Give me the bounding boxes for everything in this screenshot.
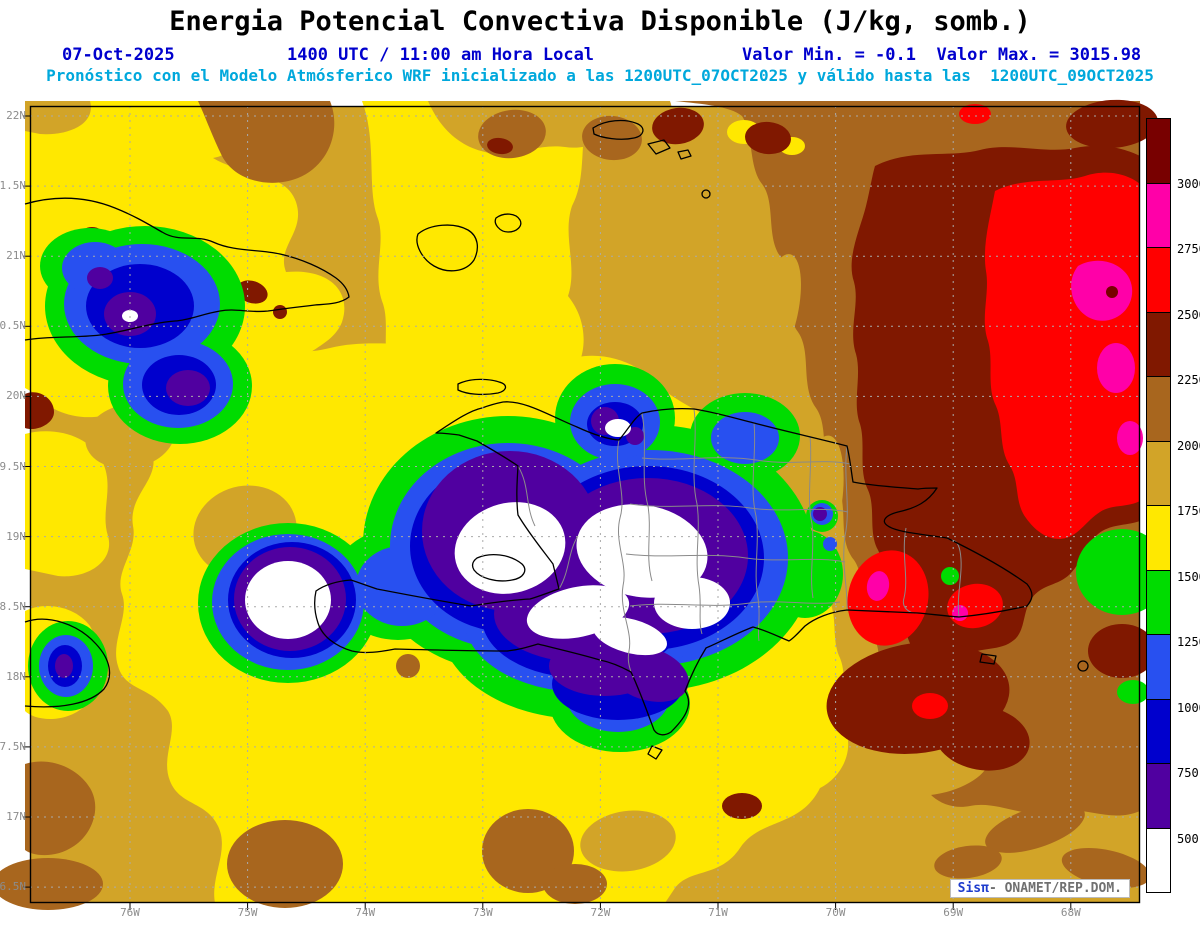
colorbar-segment-cape-1000-1250 [1146,634,1171,700]
map-area: Sisπ- ONAMET/REP.DOM. [0,99,1168,910]
header-date: 07-Oct-2025 [62,45,175,65]
lat-label: 8.5N [0,599,26,613]
lat-label: 17N [6,810,26,823]
turks-islet [677,149,692,160]
colorbar-tick-label: 500 [1177,831,1199,846]
colorbar-tick-label: 2250 [1177,373,1200,387]
caicos-islet [647,139,671,155]
colorbar-tick-label: 2750 [1177,242,1200,256]
header-min-max: Valor Min. = -0.1 Valor Max. = 3015.98 [742,45,1142,65]
tortue-island [457,378,507,396]
colorbar-tick-label: 1000 [1177,700,1200,715]
lon-label: 74W [355,906,376,919]
colorbar-segment-cape-lt-500 [1146,827,1171,893]
colorbar-segment-cape-2000-2250 [1146,376,1171,442]
beata-island [647,745,663,760]
colorbar-segment-cape-2250-2500 [1146,311,1171,377]
colorbar-segment-cape-2500-2750 [1146,247,1171,313]
lat-label: 19N [6,529,26,543]
turks-island [701,189,711,199]
lon-label: 68W [1060,906,1081,919]
lat-label: 22N [6,109,26,122]
colorbar-tick-label: 3000 [1177,176,1200,191]
watermark-brand: Sisπ [957,881,989,896]
mona-island [1077,660,1089,672]
lon-label: 76W [120,906,140,919]
lon-label: 75W [237,906,258,919]
lon-label: 73W [472,906,493,919]
admin-boundaries [517,408,962,673]
colorbar-segment-cape-500-750 [1146,763,1171,829]
page-title: Energia Potencial Convectiva Disponible … [169,6,1031,37]
lat-label: 18N [6,669,26,683]
colorbar-tick-label: 750 [1177,766,1199,780]
lat-label: 21N [6,249,26,263]
cape-max-core [1106,286,1118,298]
colorbar-segment-cape-750-1000 [1146,698,1171,764]
lon-label: 71W [708,906,728,919]
colorbar-segment-cape-1250-1500 [1146,569,1171,635]
caicos-islands [592,119,644,140]
cape-contour-map [0,99,1168,910]
colorbar-tick-label: 2500 [1177,307,1200,322]
saona-island [979,653,997,665]
header-model-line: Pronóstico con el Modelo Atmósferico WRF… [46,66,1154,85]
colorbar-segment-cape-gt-3000 [1146,118,1171,184]
colorbar-tick-label: 1500 [1177,569,1200,584]
lat-label: 9.5N [0,459,26,473]
watermark-text: - ONAMET/REP.DOM. [988,881,1122,896]
cuba-coastline [24,197,350,341]
gonave-island [471,553,526,582]
lon-label: 70W [825,906,846,919]
colorbar-segment-cape-1750-2000 [1146,440,1171,506]
lat-label: 1.5N [0,179,26,193]
colorbar-tick-label: 2000 [1177,438,1200,453]
colorbar [1146,118,1171,893]
header-valid-time: 1400 UTC / 11:00 am Hora Local [287,45,595,65]
colorbar-tick-label: 1750 [1177,504,1200,518]
grid-lines [30,106,1140,903]
latitude-axis: 22N 1.5N 21N 0.5N 20N 9.5N 19N 8.5N 18N 7.5N 17N 6.… [0,106,28,903]
lat-label: 6.5N [0,880,26,894]
colorbar-ticks: 3000 2750 2500 2250 2000 1750 1500 1250 1000 750 5… [1177,118,1200,904]
little-inagua-island [494,213,522,233]
colorbar-segment-cape-1500-1750 [1146,505,1171,571]
map-frame [29,105,1141,904]
axis-ticks [23,115,1072,910]
lat-label: 0.5N [0,319,26,333]
longitude-axis: 76W 75W 74W 73W 72W 71W 70W 69W 68W [30,906,1140,924]
lon-label: 69W [943,906,964,919]
watermark: Sisπ- ONAMET/REP.DOM. [949,879,1130,898]
lon-label: 72W [590,906,611,919]
jamaica-coastline [24,618,111,708]
colorbar-segment-cape-2750-3000 [1146,182,1171,248]
lat-label: 7.5N [0,739,26,753]
colorbar-tick-label: 1250 [1177,635,1200,649]
cape-white-cores [122,310,730,656]
lat-label: 20N [6,389,26,403]
great-inagua-island [416,224,479,272]
